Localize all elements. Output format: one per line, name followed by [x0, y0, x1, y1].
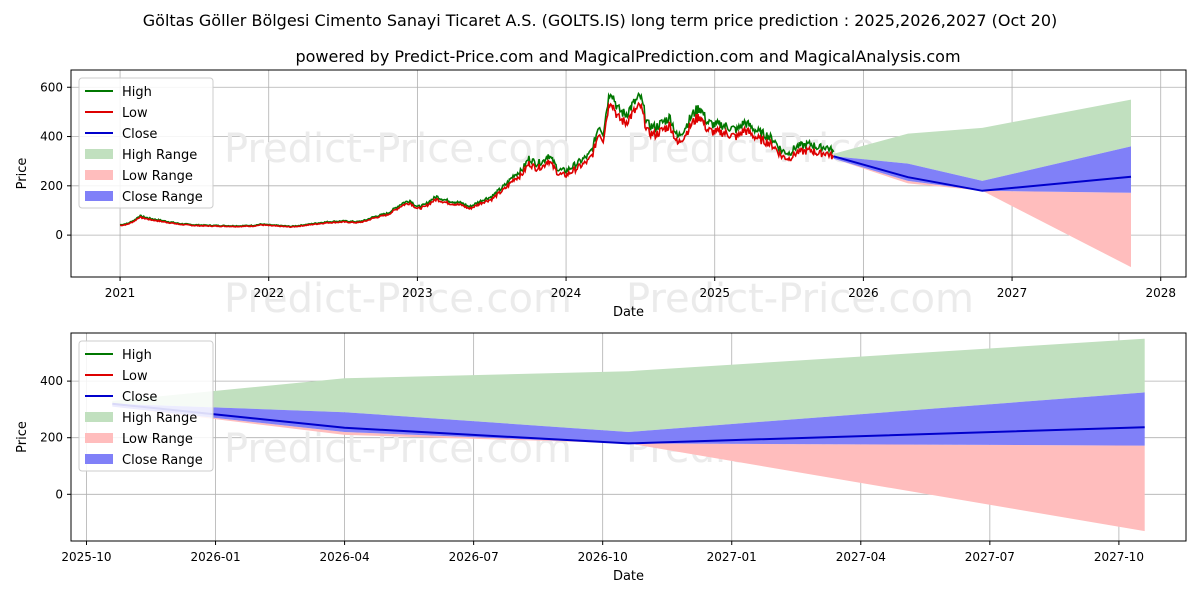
watermark-text: Predict-Price.com	[224, 126, 572, 172]
chart-panel-1: Predict-Price.com Predict-Price.com Predic…	[15, 69, 1187, 322]
legend-low-range-label: Low Range	[122, 432, 193, 447]
legend-high-label: High	[122, 348, 152, 363]
legend-low-label: Low	[122, 106, 148, 121]
legend-close-range-label: Close Range	[122, 190, 203, 205]
x-tick-label: 2027	[997, 286, 1028, 300]
low-series-line	[119, 101, 835, 229]
legend-low-range-label: Low Range	[122, 169, 193, 184]
y-tick-label: 600	[40, 80, 63, 94]
legend-high-label: High	[122, 85, 152, 100]
chart-title: Göltas Göller Bölgesi Cimento Sanayi Tic…	[143, 11, 1058, 30]
x-tick-label: 2028	[1145, 286, 1176, 300]
x-tick-label: 2026	[848, 286, 879, 300]
chart-subtitle: powered by Predict-Price.com and Magical…	[295, 47, 960, 66]
legend-close-range-swatch	[85, 191, 113, 201]
y-tick-label: 200	[40, 431, 63, 445]
legend-close-label: Close	[122, 127, 157, 142]
low-range-area	[112, 406, 1145, 532]
legend-low-range-swatch	[85, 433, 113, 443]
legend-close-range-label: Close Range	[122, 453, 203, 468]
x-tick-label: 2023	[402, 286, 433, 300]
y-tick-label: 0	[55, 228, 63, 242]
legend-close-label: Close	[122, 390, 157, 405]
legend-close-range-swatch	[85, 454, 113, 464]
y-axis-label: Price	[15, 158, 30, 190]
legend-high-range-label: High Range	[122, 411, 197, 426]
x-tick-label: 2027-04	[836, 550, 886, 564]
x-tick-label: 2022	[253, 286, 284, 300]
legend-low-label: Low	[122, 369, 148, 384]
watermark-text: Predict-Price.com	[224, 276, 572, 322]
close-series-line	[833, 155, 1132, 192]
close-series-line	[112, 402, 1145, 445]
close-range-area	[833, 146, 1131, 193]
y-tick-label: 400	[40, 374, 63, 388]
watermark-text: Predict-Price.com	[626, 276, 974, 322]
x-tick-label: 2024	[551, 286, 582, 300]
low-range-area	[833, 158, 1131, 268]
x-tick-label: 2027-07	[965, 550, 1015, 564]
x-tick-label: 2026-07	[449, 550, 499, 564]
legend-low-range-swatch	[85, 170, 113, 180]
x-tick-label: 2025-10	[61, 550, 111, 564]
legend-high-range-swatch	[85, 412, 113, 422]
chart-panel-2: Predict-Price.comPredict-Price.com2025-1…	[15, 332, 1187, 584]
legend-high-range-swatch	[85, 149, 113, 159]
high-range-area	[112, 338, 1145, 432]
plot-frame	[70, 332, 1187, 542]
high-range-area	[833, 99, 1131, 181]
plot-frame	[70, 69, 1187, 278]
y-tick-label: 0	[55, 487, 63, 501]
x-tick-label: 2026-04	[320, 550, 370, 564]
x-axis-label: Date	[613, 569, 644, 584]
x-tick-label: 2027-10	[1094, 550, 1144, 564]
x-axis-label: Date	[613, 305, 644, 320]
legend-high-range-label: High Range	[122, 148, 197, 163]
x-tick-label: 2026-01	[190, 550, 240, 564]
x-tick-label: 2027-01	[707, 550, 757, 564]
y-axis-label: Price	[15, 421, 30, 453]
x-tick-label: 2021	[105, 286, 136, 300]
x-tick-label: 2025	[699, 286, 730, 300]
x-tick-label: 2026-10	[578, 550, 628, 564]
y-tick-label: 200	[40, 179, 63, 193]
y-tick-label: 400	[40, 130, 63, 144]
close-range-area	[112, 392, 1145, 446]
